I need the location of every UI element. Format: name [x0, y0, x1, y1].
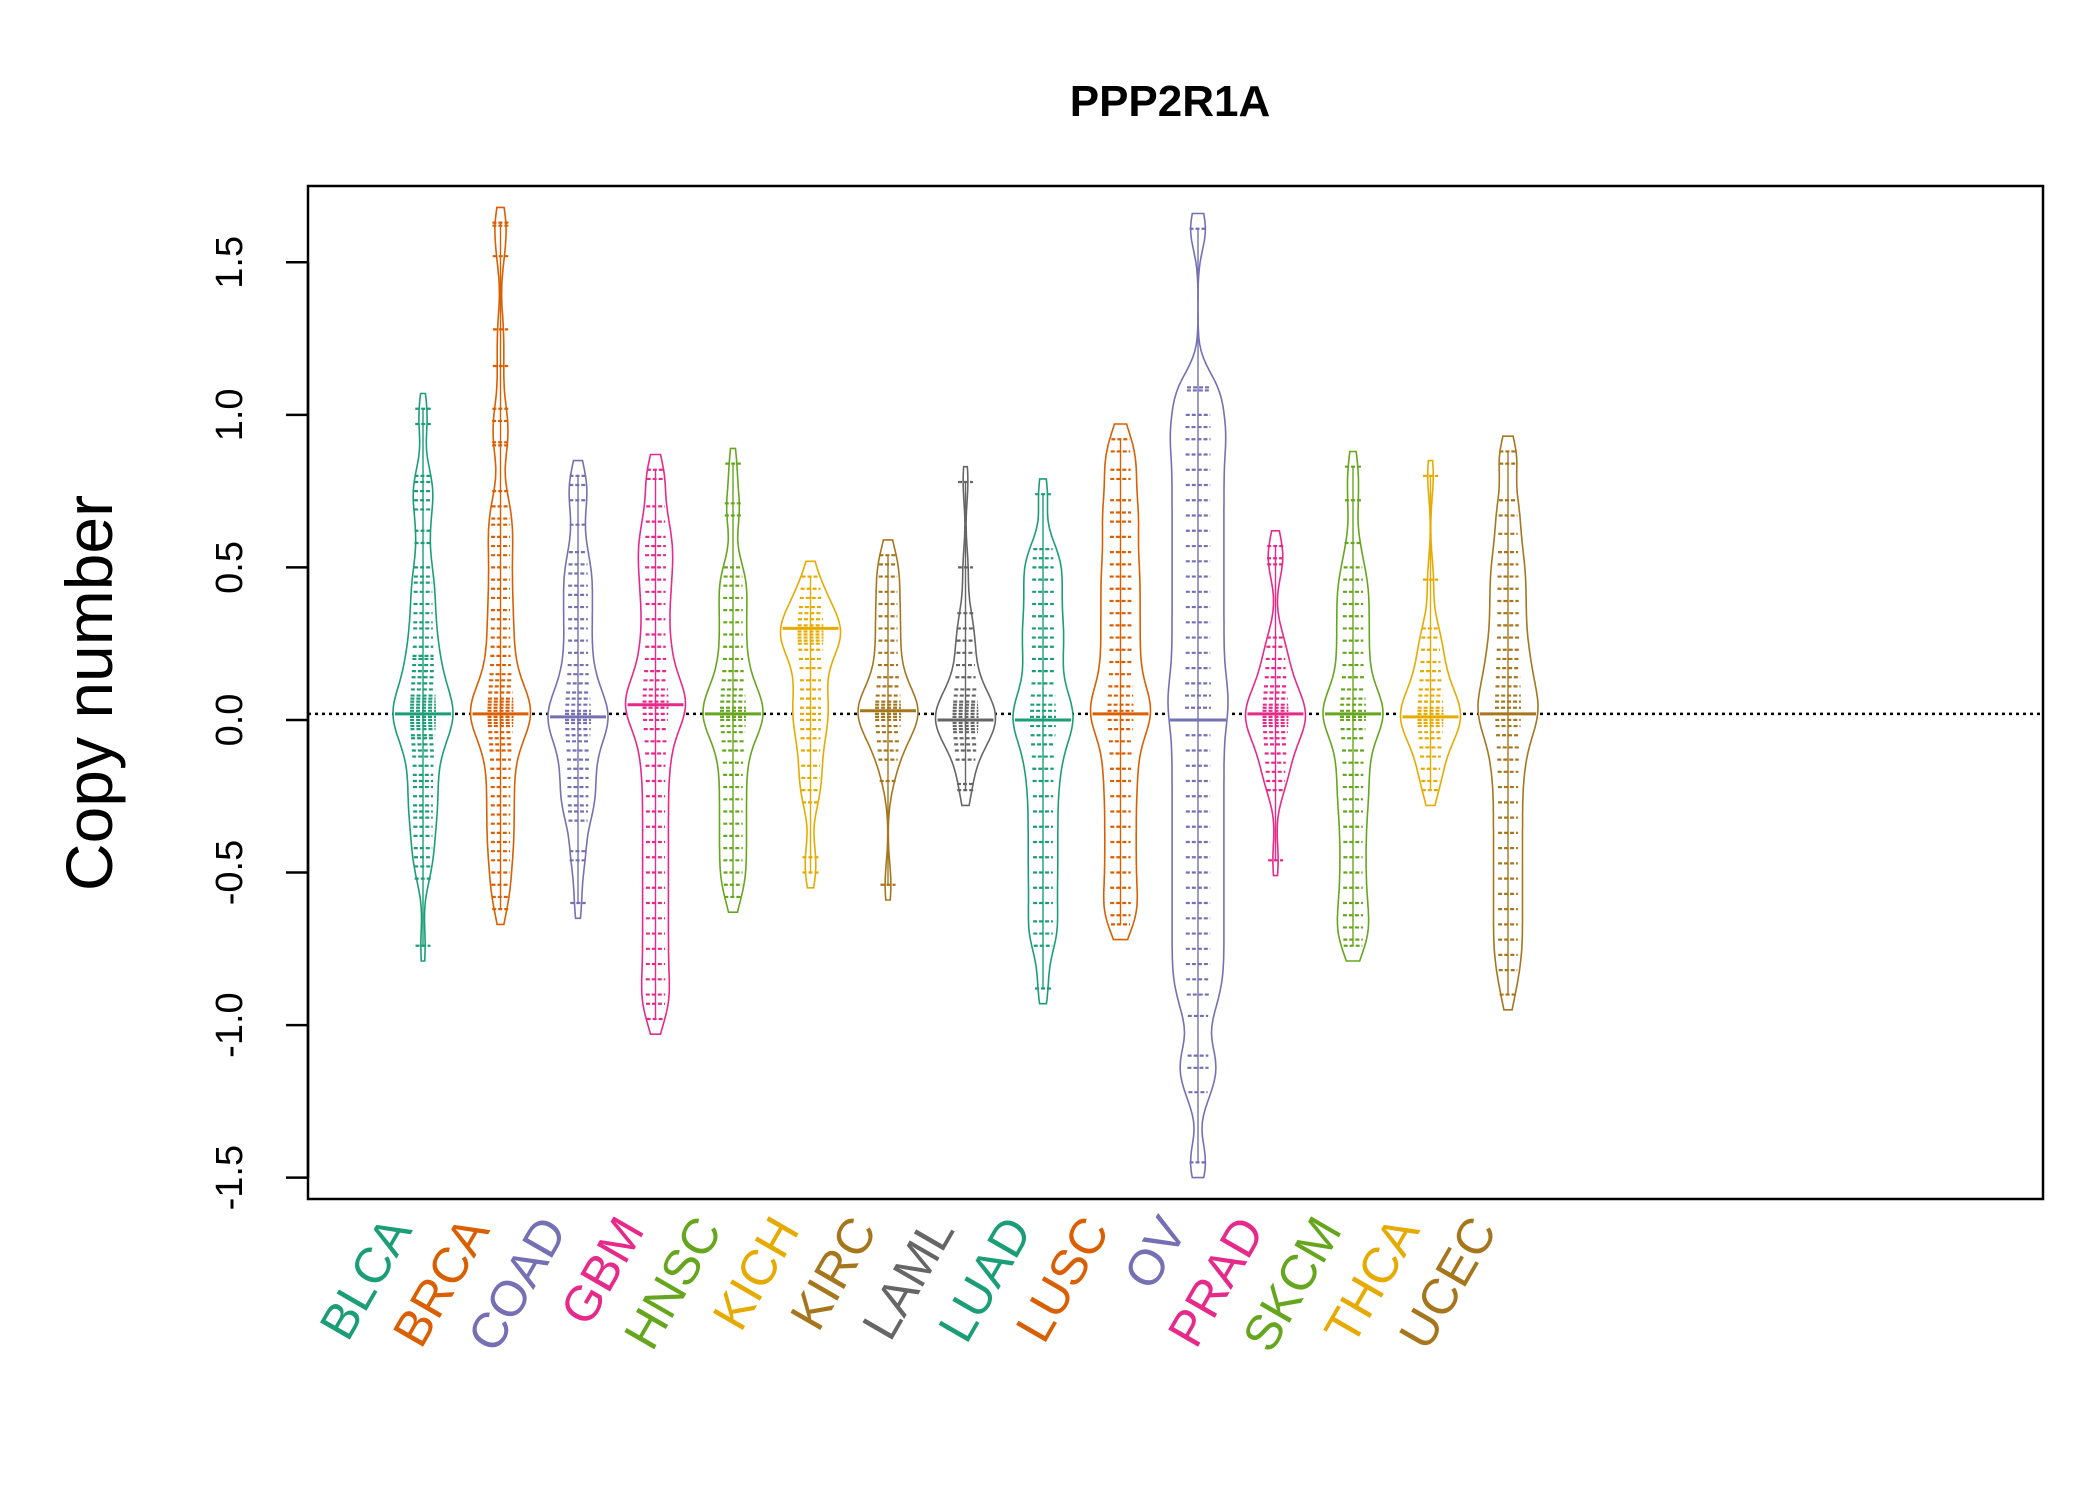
bean-ucec [1477, 435, 1539, 1011]
bean-skcm [1322, 450, 1384, 962]
bean-kirc [857, 539, 919, 901]
beans-layer [308, 206, 2043, 1179]
y-axis: -1.5 -1.0 -0.5 0.0 0.5 1.0 1.5 [209, 236, 310, 1210]
bean-ov [1167, 212, 1229, 1179]
y-tick-label: 1.0 [209, 388, 251, 441]
y-tick-label: 0.5 [209, 541, 251, 594]
bean-prad [1244, 529, 1307, 877]
bean-hnsc [702, 447, 764, 914]
category-labels: BLCABRCACOADGBMHNSCKICHKIRCLAMLLUADLUSCO… [309, 1207, 1508, 1361]
bean-luad [1012, 478, 1074, 1005]
chart-title: PPP2R1A [1070, 77, 1271, 126]
y-tick-label: 0.0 [209, 694, 251, 747]
y-tick-label: -0.5 [209, 840, 251, 905]
y-axis-label: Copy number [52, 495, 126, 891]
bean-brca [469, 206, 532, 926]
bean-thca [1399, 459, 1462, 807]
bean-coad [547, 459, 609, 920]
bean-lusc [1089, 423, 1152, 941]
y-tick-label: 1.5 [209, 236, 251, 289]
bean-laml [934, 465, 997, 807]
bean-gbm [624, 453, 687, 1035]
y-tick-label: -1.0 [209, 992, 251, 1057]
bean-blca [392, 392, 454, 962]
y-tick-label: -1.5 [209, 1145, 251, 1210]
bean-kich [779, 560, 842, 889]
